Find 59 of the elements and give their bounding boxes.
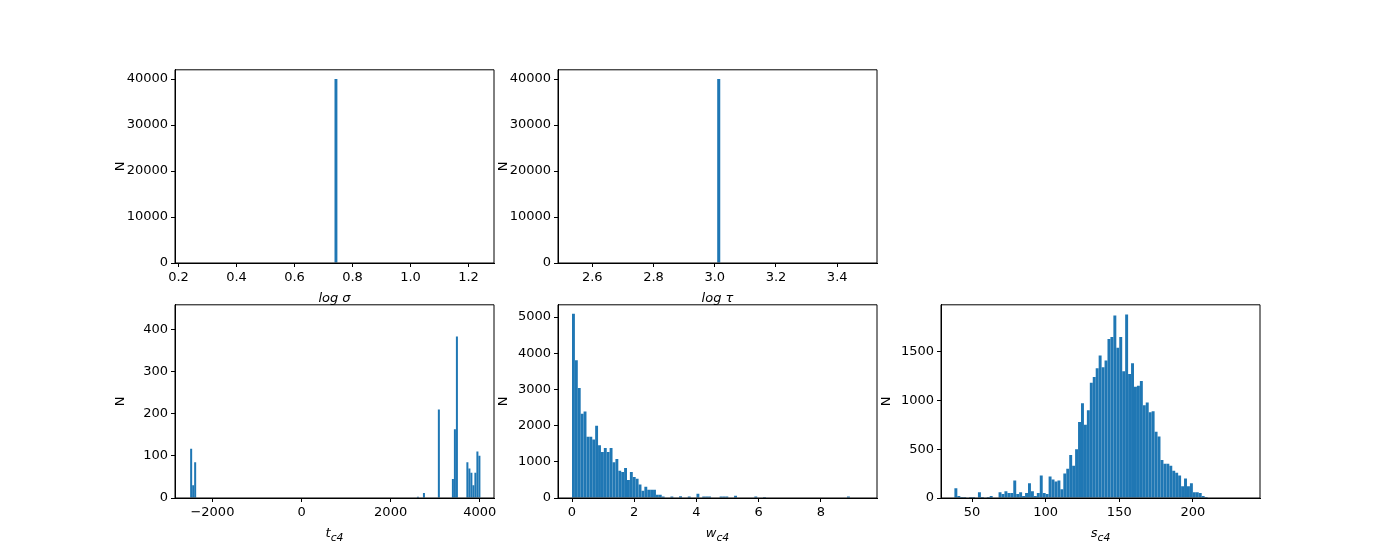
x-axis-title: w$_{c4}$ — [704, 525, 731, 546]
x-tick-label: 0.4 — [226, 269, 247, 285]
x-tick-label: 8 — [816, 504, 826, 520]
x-tick-label: 3.0 — [704, 269, 726, 285]
y-axis-title: N — [112, 396, 128, 407]
y-tick-label: 20000 — [509, 162, 551, 178]
x-tick-label: 100 — [1033, 504, 1059, 520]
x-tick-label: 2.8 — [643, 269, 664, 285]
x-tick-label: 0 — [567, 504, 577, 520]
x-tick-label: 0 — [297, 504, 306, 520]
x-tick-label: 50 — [963, 504, 981, 520]
y-tick-label: 10000 — [509, 208, 551, 224]
y-tick-label: 30000 — [509, 116, 551, 132]
x-tick-label: 6 — [754, 504, 763, 520]
y-tick-label: 2000 — [517, 417, 551, 433]
x-tick-label: 150 — [1106, 504, 1132, 520]
x-tick-label: 0.2 — [168, 269, 189, 285]
y-tick-label: 1000 — [900, 391, 934, 407]
x-tick-label: 1.0 — [400, 269, 421, 285]
x-axis-title: t$_{c4}$ — [324, 525, 345, 546]
y-tick-label: 5000 — [517, 308, 551, 324]
y-tick-label: 40000 — [126, 70, 168, 86]
y-tick-label: 4000 — [517, 344, 551, 360]
x-tick-label: 0.6 — [284, 269, 305, 285]
y-axis-title: N — [495, 161, 511, 172]
y-axis-title: N — [112, 161, 128, 172]
x-tick-label: 200 — [1180, 504, 1206, 520]
y-tick-label: 200 — [143, 405, 168, 421]
y-tick-label: 0 — [925, 489, 934, 505]
y-tick-label: 400 — [143, 320, 168, 336]
y-tick-label: 20000 — [126, 162, 168, 178]
x-tick-label: 3.2 — [765, 269, 787, 285]
y-tick-label: 0 — [542, 489, 551, 505]
y-tick-label: 500 — [909, 440, 934, 456]
y-tick-label: 1500 — [900, 343, 934, 359]
x-tick-label: 0.8 — [342, 269, 363, 285]
x-tick-label: 2 — [630, 504, 639, 520]
y-axis-title: N — [495, 396, 511, 407]
x-axis-title: log σ — [317, 290, 352, 306]
x-tick-label: 2000 — [374, 504, 408, 520]
y-axis-title: N — [878, 396, 894, 407]
x-tick-label: 3.4 — [826, 269, 848, 285]
y-tick-label: 0 — [159, 489, 168, 505]
y-tick-label: 300 — [143, 362, 168, 378]
x-axis-title: s$_{c4}$ — [1089, 525, 1112, 546]
x-tick-label: 1.2 — [458, 269, 479, 285]
y-tick-label: 40000 — [509, 70, 551, 86]
y-tick-label: 1000 — [517, 453, 551, 469]
y-tick-label: 30000 — [126, 116, 168, 132]
y-tick-label: 0 — [159, 254, 168, 270]
x-axis-title: log τ — [700, 290, 735, 306]
x-tick-label: 4 — [692, 504, 701, 520]
x-tick-label: 2.6 — [581, 269, 603, 285]
x-tick-label: 4000 — [463, 504, 497, 520]
x-tick-label: −2000 — [190, 504, 235, 520]
y-tick-label: 3000 — [517, 380, 551, 396]
y-tick-label: 100 — [143, 447, 168, 463]
y-tick-label: 10000 — [126, 208, 168, 224]
y-tick-label: 0 — [542, 254, 551, 270]
